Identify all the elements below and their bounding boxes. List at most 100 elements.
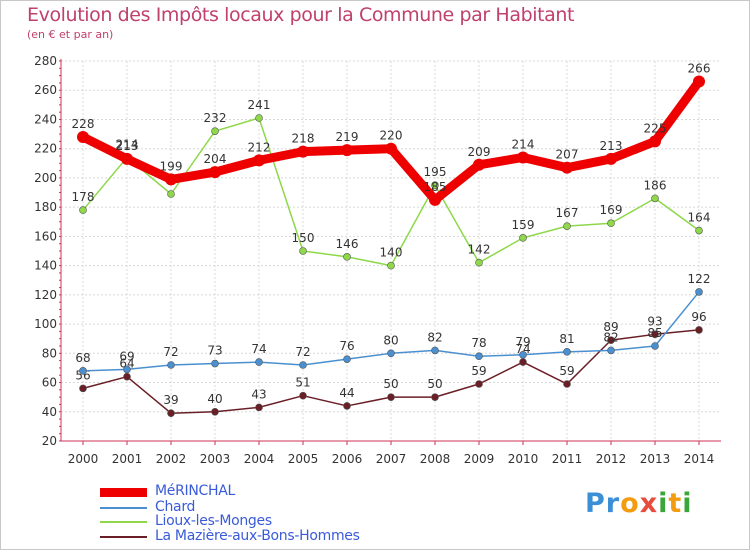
data-point-merinchal [561, 161, 573, 174]
y-tick-label: 120 [34, 288, 57, 302]
y-tick-label: 40 [42, 405, 57, 419]
data-point-merinchal [297, 145, 309, 158]
data-point-la-maziere-aux-bons-hommes [167, 409, 175, 418]
data-label-la-maziere-aux-bons-hommes: 50 [427, 377, 442, 391]
data-point-merinchal [209, 166, 221, 179]
data-label-chard: 72 [163, 345, 178, 359]
data-point-lioux-les-monges [475, 258, 483, 267]
data-point-lioux-les-monges [387, 261, 395, 270]
data-point-lioux-les-monges [607, 219, 615, 228]
data-label-la-maziere-aux-bons-hommes: 44 [339, 386, 354, 400]
logo-letter: x [639, 488, 659, 519]
data-label-lioux-les-monges: 140 [380, 246, 403, 260]
x-tick-label: 2007 [376, 452, 407, 466]
x-tick-label: 2001 [112, 452, 143, 466]
data-point-lioux-les-monges [651, 194, 659, 203]
legend-swatch-merinchal [100, 488, 147, 497]
x-tick-label: 2011 [552, 452, 583, 466]
data-label-chard: 76 [339, 339, 354, 353]
proxiti-logo: Proxiti [585, 488, 693, 519]
data-label-merinchal: 225 [644, 121, 667, 135]
data-label-lioux-les-monges: 241 [248, 98, 271, 112]
x-tick-label: 2000 [68, 452, 99, 466]
x-tick-label: 2003 [200, 452, 231, 466]
data-label-lioux-les-monges: 195 [424, 165, 447, 179]
data-label-chard: 82 [427, 330, 442, 344]
data-label-chard: 82 [603, 330, 618, 344]
data-point-chard [123, 365, 131, 374]
legend-swatch-maziere [100, 536, 147, 538]
data-point-la-maziere-aux-bons-hommes [343, 402, 351, 410]
data-label-chard: 72 [295, 345, 310, 359]
data-label-la-maziere-aux-bons-hommes: 43 [251, 387, 266, 401]
data-label-chard: 68 [75, 351, 90, 365]
data-label-merinchal: 218 [292, 132, 315, 146]
data-label-lioux-les-monges: 164 [688, 211, 711, 225]
data-point-chard [211, 359, 219, 368]
data-point-chard [79, 367, 87, 375]
chart-title: Evolution des Impôts locaux pour la Comm… [27, 4, 575, 26]
data-label-merinchal: 209 [468, 145, 491, 159]
data-label-merinchal: 212 [248, 140, 271, 154]
data-point-lioux-les-monges [255, 114, 263, 122]
data-point-merinchal [473, 158, 485, 171]
data-point-la-maziere-aux-bons-hommes [387, 393, 395, 401]
data-point-lioux-les-monges [211, 127, 219, 135]
data-label-merinchal: 214 [512, 137, 535, 151]
data-point-merinchal [605, 152, 617, 165]
y-tick-label: 140 [34, 259, 57, 273]
y-tick-label: 60 [42, 376, 57, 390]
data-label-chard: 78 [471, 336, 486, 350]
data-point-merinchal [429, 193, 441, 206]
data-point-chard [607, 346, 615, 355]
data-label-chard: 85 [647, 326, 662, 340]
data-label-lioux-les-monges: 146 [336, 237, 359, 251]
y-tick-label: 200 [34, 171, 57, 185]
data-point-lioux-les-monges [695, 226, 703, 235]
y-tick-label: 100 [34, 317, 57, 331]
data-point-merinchal [341, 144, 353, 157]
data-label-lioux-les-monges: 150 [292, 231, 315, 245]
data-label-lioux-les-monges: 214 [116, 137, 139, 151]
data-point-merinchal [121, 152, 133, 165]
data-point-lioux-les-monges [431, 181, 439, 190]
data-label-la-maziere-aux-bons-hommes: 40 [207, 392, 222, 406]
x-tick-label: 2002 [156, 452, 187, 466]
data-point-chard [563, 348, 571, 356]
x-tick-label: 2004 [244, 452, 275, 466]
x-tick-label: 2009 [464, 452, 495, 466]
data-point-la-maziere-aux-bons-hommes [563, 380, 571, 388]
data-point-lioux-les-monges [79, 206, 87, 214]
data-point-lioux-les-monges [519, 234, 527, 242]
data-label-merinchal: 207 [556, 148, 579, 162]
legend-label-chard: Chard [155, 499, 196, 515]
data-point-lioux-les-monges [343, 253, 351, 261]
data-label-la-maziere-aux-bons-hommes: 64 [119, 357, 134, 371]
chart-subtitle: (en € et par an) [27, 28, 114, 41]
data-point-merinchal [385, 142, 397, 155]
data-label-lioux-les-monges: 159 [512, 218, 535, 232]
data-label-merinchal: 204 [204, 152, 227, 166]
data-label-la-maziere-aux-bons-hommes: 50 [383, 377, 398, 391]
data-label-la-maziere-aux-bons-hommes: 51 [295, 376, 310, 390]
data-point-merinchal [649, 135, 661, 148]
data-point-chard [299, 361, 307, 369]
data-point-chard [167, 361, 175, 369]
data-label-chard: 81 [559, 332, 574, 346]
data-point-la-maziere-aux-bons-hommes [79, 384, 87, 393]
logo-letter: i [658, 488, 669, 519]
data-point-chard [519, 350, 527, 359]
data-label-la-maziere-aux-bons-hommes: 59 [471, 364, 486, 378]
logo-letter: i [682, 488, 693, 519]
data-point-la-maziere-aux-bons-hommes [607, 336, 615, 344]
legend-swatch-chard [100, 507, 147, 509]
y-tick-label: 220 [34, 142, 57, 156]
data-point-la-maziere-aux-bons-hommes [519, 358, 527, 366]
data-label-lioux-les-monges: 142 [468, 243, 491, 257]
data-point-chard [695, 288, 703, 296]
x-tick-label: 2013 [640, 452, 671, 466]
x-tick-label: 2006 [332, 452, 363, 466]
x-tick-label: 2012 [596, 452, 627, 466]
data-point-la-maziere-aux-bons-hommes [431, 393, 439, 401]
